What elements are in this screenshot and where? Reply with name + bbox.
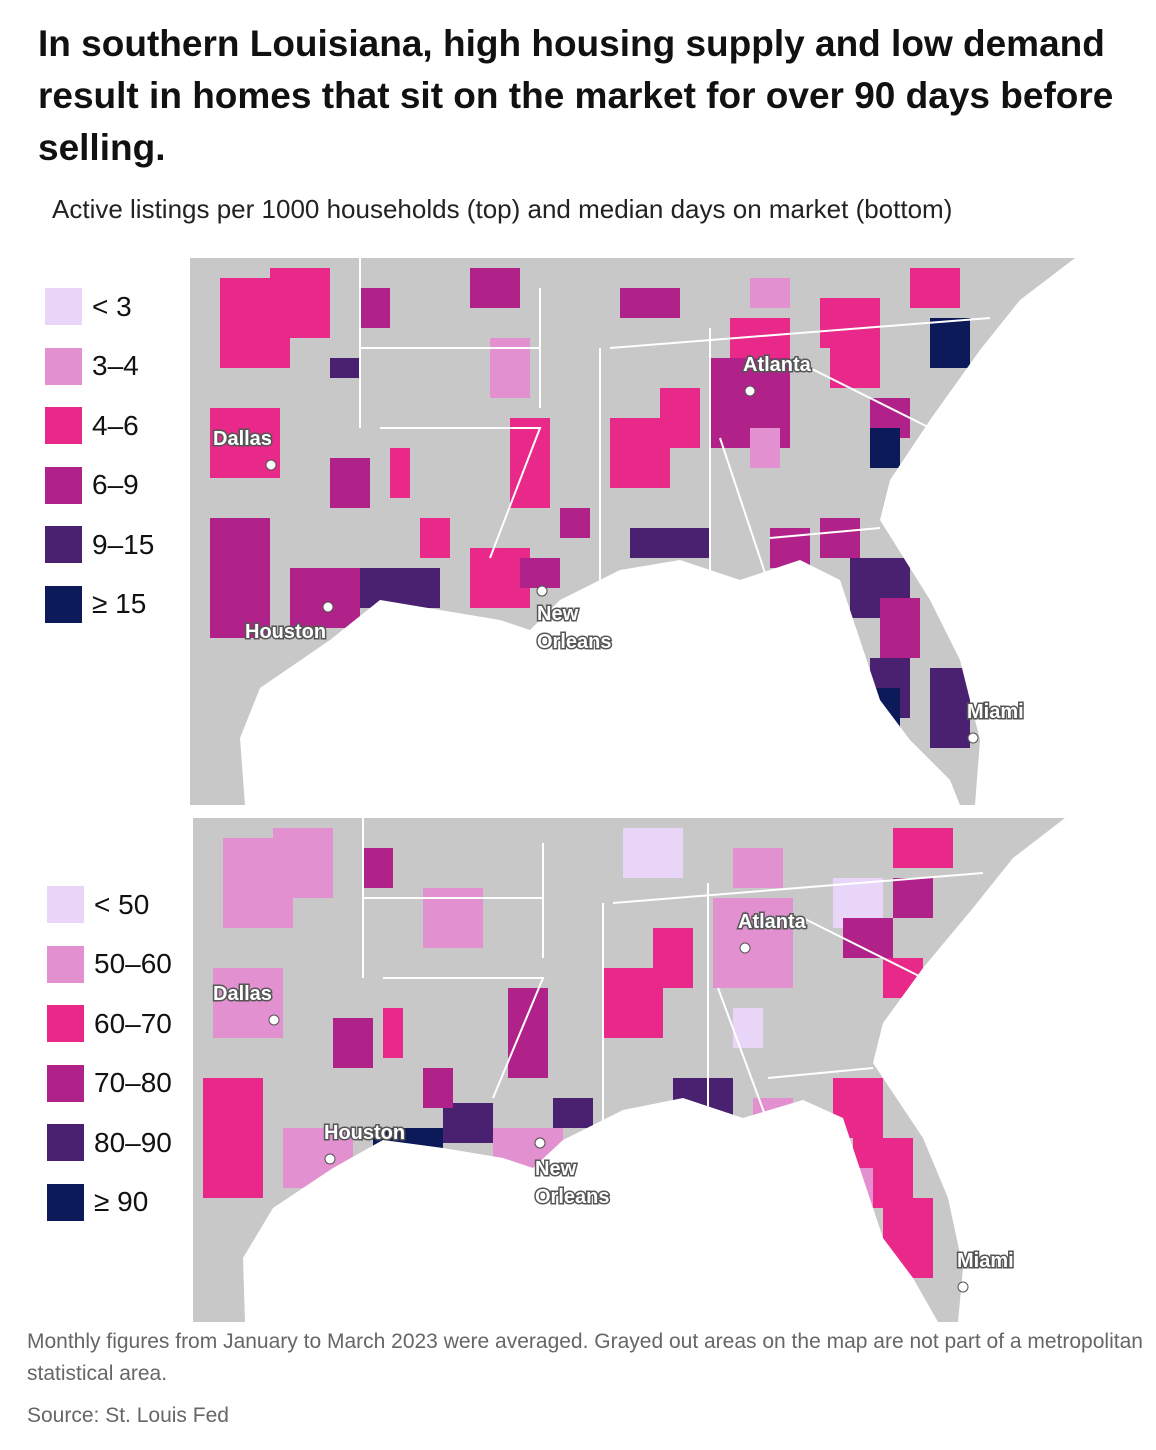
- metro-area: [553, 1098, 593, 1128]
- metro-area: [620, 288, 680, 318]
- metro-area: [880, 598, 920, 658]
- city-label-new: New: [535, 1158, 577, 1180]
- metro-area: [360, 568, 440, 608]
- city-marker: [534, 1137, 546, 1149]
- city-label-houston: Houston: [324, 1122, 405, 1144]
- map-days-on-market: Atlanta Dallas Houston New Orleans Miami: [193, 818, 1065, 1322]
- city-label-miami: Miami: [957, 1250, 1014, 1272]
- metro-area: [893, 878, 933, 918]
- metro-area: [420, 518, 450, 558]
- metro-area: [390, 448, 410, 498]
- metro-area: [273, 828, 333, 898]
- city-label-miami: Miami: [967, 701, 1024, 723]
- city-marker: [739, 942, 751, 954]
- map-active-listings: Atlanta Dallas Houston New Orleans Miami: [190, 258, 1075, 805]
- legend-listings: < 3 3–4 4–6 6–9 9–15 ≥ 15: [45, 277, 154, 634]
- metro-area: [623, 828, 683, 878]
- metro-area: [893, 828, 953, 868]
- city-marker: [268, 1014, 280, 1026]
- metro-area: [520, 558, 560, 588]
- metro-area: [270, 268, 330, 338]
- legend-item: 70–80: [47, 1054, 172, 1114]
- metro-area: [630, 528, 710, 558]
- chart-title: In southern Louisiana, high housing supp…: [38, 23, 1114, 168]
- legend-item: 60–70: [47, 994, 172, 1054]
- legend-item: < 50: [47, 875, 172, 935]
- source: Source: St. Louis Fed: [27, 1404, 229, 1427]
- metro-area: [733, 848, 783, 888]
- metro-area: [660, 388, 700, 448]
- city-marker: [967, 732, 979, 744]
- footnote: Monthly figures from January to March 20…: [27, 1330, 1143, 1385]
- legend-item: 9–15: [45, 515, 154, 575]
- city-label-orleans: Orleans: [535, 1186, 609, 1208]
- metro-area: [653, 928, 693, 988]
- metro-area: [820, 518, 860, 558]
- metro-area: [210, 518, 270, 638]
- metro-area: [423, 1068, 453, 1108]
- metro-area: [930, 318, 970, 368]
- metro-area: [330, 358, 360, 378]
- metro-area: [290, 568, 360, 628]
- metro-area: [203, 1078, 263, 1198]
- metro-area: [510, 418, 550, 508]
- metro-area: [870, 428, 900, 468]
- city-marker: [324, 1153, 336, 1165]
- metro-area: [508, 988, 548, 1078]
- metro-area: [330, 458, 370, 508]
- legend-item: < 3: [45, 277, 154, 337]
- legend-item: 50–60: [47, 935, 172, 995]
- metro-area: [363, 848, 393, 888]
- metro-area: [333, 1018, 373, 1068]
- city-marker: [744, 385, 756, 397]
- metro-area: [713, 898, 793, 988]
- metro-area: [560, 508, 590, 538]
- legend-days: < 50 50–60 60–70 70–80 80–90 ≥ 90: [47, 875, 172, 1232]
- legend-item: 6–9: [45, 456, 154, 516]
- metro-area: [930, 668, 970, 748]
- metro-area: [470, 268, 520, 308]
- city-marker: [265, 459, 277, 471]
- chart-subtitle: Active listings per 1000 households (top…: [52, 194, 953, 224]
- metro-area: [843, 918, 893, 958]
- legend-item: 4–6: [45, 396, 154, 456]
- city-label-orleans: Orleans: [537, 631, 611, 653]
- legend-item: ≥ 15: [45, 575, 154, 635]
- metro-area: [443, 1103, 493, 1143]
- city-label-new: New: [537, 603, 579, 625]
- city-marker: [957, 1281, 969, 1293]
- city-label-atlanta: Atlanta: [738, 911, 807, 933]
- city-label-atlanta: Atlanta: [743, 354, 812, 376]
- metro-area: [213, 968, 283, 1038]
- legend-item: ≥ 90: [47, 1173, 172, 1233]
- legend-item: 80–90: [47, 1113, 172, 1173]
- metro-area: [360, 288, 390, 328]
- metro-area: [750, 278, 790, 308]
- city-label-dallas: Dallas: [213, 428, 272, 450]
- city-marker: [322, 601, 334, 613]
- metro-area: [750, 428, 780, 468]
- metro-area: [383, 1008, 403, 1058]
- metro-area: [820, 298, 880, 348]
- city-marker: [536, 585, 548, 597]
- city-label-houston: Houston: [245, 621, 326, 643]
- legend-item: 3–4: [45, 337, 154, 397]
- city-label-dallas: Dallas: [213, 983, 272, 1005]
- metro-area: [910, 268, 960, 308]
